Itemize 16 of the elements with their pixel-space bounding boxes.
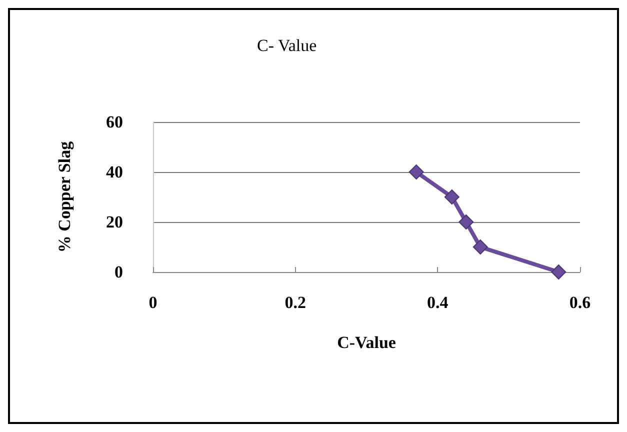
y-axis-title: % Copper Slag [55,140,74,253]
point [408,164,424,180]
x-axis-title: C-Value [337,333,396,352]
chart-title: C- Value [257,36,317,55]
x-tick-label: 0 [148,293,158,312]
y-tick-label: 40 [106,162,123,182]
point [551,264,566,280]
y-tick-label: 0 [114,262,123,282]
x-tick-label: 0.4 [427,293,449,312]
point [444,190,460,204]
point [458,214,474,230]
y-tick-label: 60 [106,112,123,132]
x-tick-label: 0.2 [284,293,306,312]
point [472,240,488,254]
y-tick-label: 20 [106,212,123,232]
x-tick-label: 0.6 [569,293,591,312]
